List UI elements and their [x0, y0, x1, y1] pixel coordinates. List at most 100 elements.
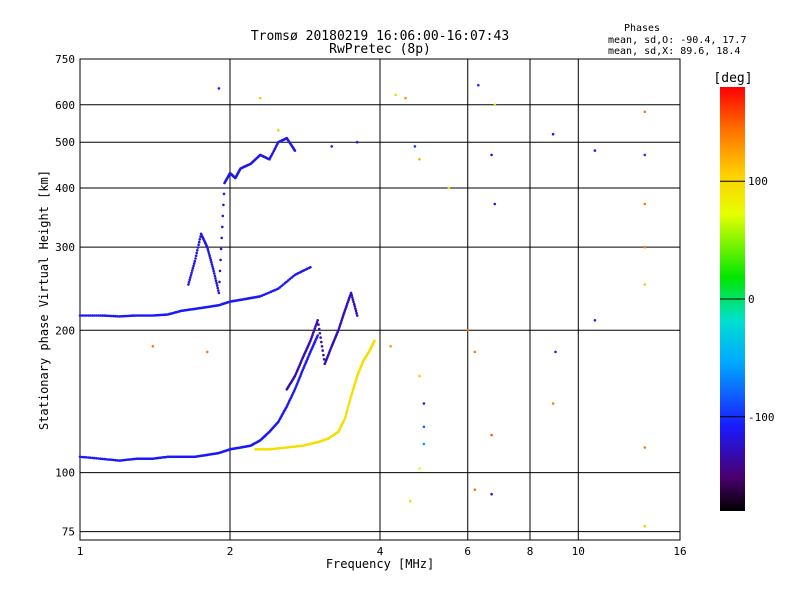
- scatter-point: [408, 499, 412, 503]
- scatter-point: [258, 96, 262, 100]
- scatter-point: [413, 145, 417, 148]
- chart-title: Tromsø 20180219 16:06:00-16:07:43: [251, 29, 509, 44]
- trace-point: [352, 302, 356, 306]
- trace-point: [340, 317, 344, 320]
- trace-point: [193, 259, 197, 263]
- scatter-point: [205, 350, 209, 354]
- trace-point: [354, 378, 358, 382]
- trace-point: [187, 283, 190, 286]
- trace-point: [346, 406, 350, 409]
- trace-point: [355, 376, 358, 380]
- trace-point: [322, 353, 325, 357]
- trace-point: [195, 251, 198, 255]
- trace-point: [197, 240, 201, 244]
- trace-point: [97, 314, 100, 317]
- trace-point: [221, 225, 224, 229]
- trace-point: [318, 332, 322, 335]
- x-tick-label: 16: [673, 545, 686, 558]
- x-tick-label: 6: [464, 545, 471, 558]
- plot-area: 1 2 4 6 8 10 16 75 100 200 300 400 500 600 750: [55, 53, 687, 558]
- trace-point: [198, 238, 202, 241]
- trace-point: [105, 458, 108, 461]
- trace-point: [299, 372, 303, 376]
- trace-point: [309, 339, 312, 343]
- trace-point: [97, 457, 100, 460]
- trace-point: [341, 315, 345, 318]
- trace-point: [349, 291, 353, 295]
- x-tick-label: 2: [227, 545, 234, 558]
- colorbar-tick-label: 0: [748, 293, 755, 306]
- trace-point: [352, 384, 356, 388]
- scatter-point: [643, 283, 647, 286]
- trace-point: [373, 339, 376, 343]
- trace-point: [82, 314, 86, 317]
- y-tick-label: 300: [55, 241, 75, 254]
- trace-point: [312, 331, 315, 334]
- trace-point: [342, 311, 346, 315]
- trace-point: [221, 214, 225, 218]
- x-tick-label: 10: [572, 545, 585, 558]
- trace-point: [78, 314, 82, 317]
- colorbar: [deg] 100 0 -100: [713, 71, 775, 511]
- trace-point: [91, 456, 94, 460]
- trace-point: [312, 329, 316, 332]
- scatter-point: [447, 186, 451, 190]
- trace-point: [87, 314, 90, 317]
- scatter-point: [593, 149, 597, 152]
- y-tick-labels: 75 100 200 300 400 500 600 750: [55, 53, 75, 539]
- scatter-point: [477, 83, 480, 87]
- colorbar-tick-label: -100: [748, 411, 775, 424]
- scatter-point: [643, 110, 647, 114]
- trace-point: [351, 296, 354, 299]
- x-tick-label: 8: [527, 545, 534, 558]
- trace-point: [93, 456, 96, 460]
- trace-point: [196, 246, 200, 249]
- y-tick-label: 600: [55, 99, 75, 112]
- x-axis-label: Frequency [MHz]: [326, 557, 434, 571]
- trace-point: [355, 314, 359, 317]
- scatter-point: [551, 132, 555, 136]
- trace-point: [344, 415, 347, 418]
- x-tick-labels: 1 2 4 6 8 10 16: [77, 545, 687, 558]
- chart-subtitle: RwPretec (8p): [329, 42, 431, 57]
- trace-point: [84, 456, 88, 459]
- trace-point: [187, 280, 191, 284]
- trace-point: [309, 337, 313, 341]
- trace-point: [110, 458, 114, 462]
- trace-point: [196, 249, 199, 252]
- trace-point: [219, 247, 223, 251]
- trace-point: [317, 327, 321, 331]
- trace-point: [103, 314, 106, 317]
- scatter-point: [466, 329, 470, 332]
- trace-point: [188, 278, 191, 282]
- trace-point: [320, 345, 324, 348]
- trace-point: [87, 456, 90, 459]
- trace-point: [116, 459, 119, 462]
- trace-point: [354, 307, 357, 311]
- trace-point: [192, 262, 196, 265]
- trace-point: [351, 391, 354, 394]
- trace-point: [317, 323, 320, 326]
- trace-point: [114, 314, 117, 318]
- scatter-point: [490, 492, 493, 496]
- trace-point: [338, 325, 342, 328]
- colorbar-label: [deg]: [713, 71, 752, 86]
- trace-point: [346, 408, 349, 412]
- trace-point: [352, 386, 355, 390]
- trace-point: [189, 276, 192, 279]
- scatter-point: [490, 433, 493, 437]
- x-tick-label: 4: [377, 545, 384, 558]
- stats-title: Phases: [624, 23, 660, 34]
- trace-point: [217, 291, 221, 295]
- trace-point: [99, 314, 102, 317]
- data-marks: [78, 83, 647, 528]
- trace-point: [211, 267, 215, 271]
- trace-point: [210, 260, 213, 264]
- trace-point: [352, 300, 355, 304]
- trace-point: [206, 247, 210, 251]
- scatter-point: [643, 153, 647, 157]
- trace-point: [339, 321, 343, 324]
- trace-point: [343, 417, 347, 421]
- trace-point: [354, 309, 358, 313]
